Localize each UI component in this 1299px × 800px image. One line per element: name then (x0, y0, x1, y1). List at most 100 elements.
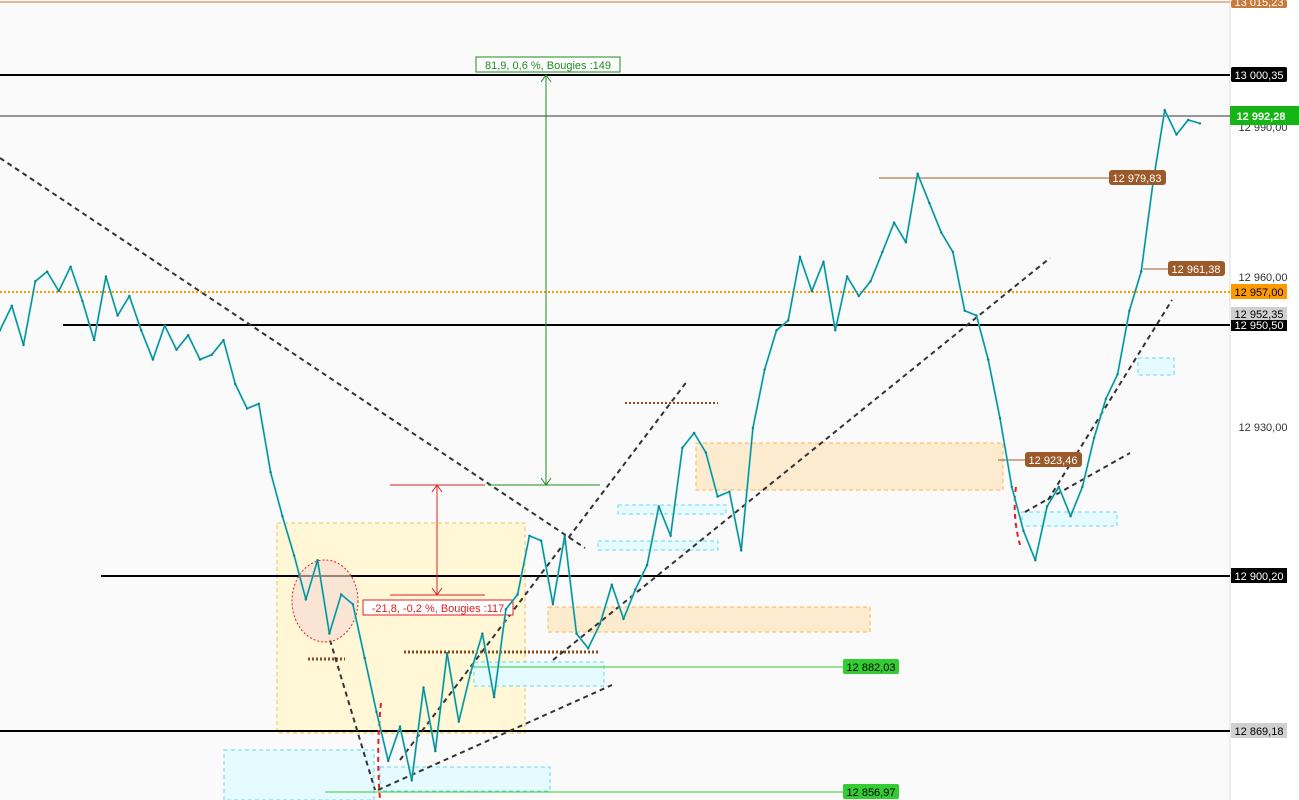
price-point (281, 515, 284, 518)
price-point (104, 275, 108, 278)
price-point (528, 534, 531, 537)
price-point (81, 299, 84, 303)
cyan-zone-bottom (379, 766, 551, 792)
price-point (481, 632, 484, 635)
price-point (963, 309, 966, 312)
orange-zone-middle (547, 606, 871, 633)
price-point (1175, 133, 1178, 136)
price-point (22, 343, 25, 347)
price-point (692, 431, 696, 435)
price-point (445, 652, 449, 655)
right-price-labels: 13 015,23 13 000,35 12 990,00 12 992,28 … (1230, 0, 1299, 738)
up-arrow-head-bottom (540, 477, 552, 486)
price-point (175, 348, 178, 351)
price-point (822, 260, 825, 263)
price-point (187, 334, 190, 337)
price-point (1057, 485, 1061, 489)
label-979-text: 12 979,83 (1113, 173, 1162, 185)
price-point (504, 608, 508, 611)
label-882-text: 12 882,03 (847, 662, 896, 674)
price-point (469, 671, 472, 674)
price-point (598, 622, 602, 626)
price-point (1092, 436, 1096, 440)
price-point (904, 241, 908, 244)
orange-level-text: 12 957,00 (1235, 287, 1284, 299)
price-point (892, 221, 896, 224)
price-point (222, 338, 225, 342)
trend-line-drop (329, 639, 376, 791)
price-point (869, 280, 872, 283)
price-point (422, 686, 425, 689)
price-point (622, 617, 625, 621)
price-point (1198, 122, 1202, 125)
price-point (928, 201, 931, 205)
price-point (328, 632, 331, 635)
price-point (1069, 515, 1072, 518)
price-point (140, 329, 143, 332)
current-price-tag (1230, 106, 1299, 125)
cyan-zone-882 (473, 661, 605, 687)
price-point (151, 358, 155, 361)
current-price-text: 12 992,28 (1237, 111, 1286, 123)
price-point (492, 696, 496, 699)
price-point (1022, 529, 1025, 533)
tick-930-text: 12 930,00 (1239, 422, 1288, 434)
price-point (798, 255, 802, 259)
price-point (10, 304, 13, 307)
down-arrow-head-bottom (431, 587, 443, 596)
label-923-text: 12 923,46 (1029, 455, 1078, 467)
trend-line-low-1 (377, 684, 613, 791)
price-point (1104, 397, 1108, 400)
price-point (716, 495, 719, 498)
cyan-zone-mid-2 (617, 504, 727, 515)
top-level-tag (1231, 0, 1287, 8)
price-point (69, 265, 72, 268)
label-856-tag (843, 784, 899, 799)
up-arrow-head-top (540, 74, 552, 83)
price-point (1116, 373, 1119, 376)
price-point (681, 446, 684, 449)
price-point (363, 656, 366, 660)
price-point (951, 250, 955, 254)
price-point (810, 289, 813, 293)
price-point (975, 314, 978, 317)
up-measure-label: 81,9, 0,6 %, Bougies :149 (485, 60, 611, 72)
price-point (787, 319, 790, 322)
price-point (92, 338, 96, 342)
price-point (198, 358, 202, 361)
level-869-text: 12 869,18 (1235, 726, 1284, 738)
measure-up: 81,9, 0,6 %, Bougies :149 (475, 56, 621, 486)
price-point (516, 593, 519, 596)
price-point (304, 598, 308, 601)
price-point (375, 710, 378, 714)
top-level-text: 13 015,23 (1235, 0, 1284, 9)
price-point (587, 647, 590, 650)
price-point (657, 505, 660, 508)
resistance-text: 13 000,35 (1235, 70, 1284, 82)
price-axis-background (1230, 0, 1299, 800)
price-point (57, 289, 60, 293)
price-point (34, 280, 37, 283)
price-point (775, 329, 778, 332)
price-point (245, 407, 249, 410)
orange-zone-right (695, 442, 1004, 491)
price-point (1034, 559, 1037, 562)
price-point (540, 539, 543, 542)
price-point (351, 603, 355, 606)
price-point (163, 324, 166, 327)
price-point (1045, 505, 1049, 508)
price-point (1140, 270, 1143, 273)
in-chart-labels: 12 979,83 12 961,38 12 923,46 12 882,03 … (843, 170, 1225, 799)
price-point (269, 471, 272, 474)
price-point (834, 329, 837, 332)
price-point (410, 779, 413, 782)
label-979-tag (1109, 170, 1166, 185)
down-measure-label: -21,8, -0,2 %, Bougies :117 (372, 603, 505, 615)
level-900-tag (1231, 568, 1287, 583)
trend-line-low-2 (399, 379, 689, 761)
price-point (763, 368, 766, 371)
plot-area-background (0, 0, 1230, 800)
price-point (987, 358, 990, 361)
label-882-tag (843, 659, 899, 674)
